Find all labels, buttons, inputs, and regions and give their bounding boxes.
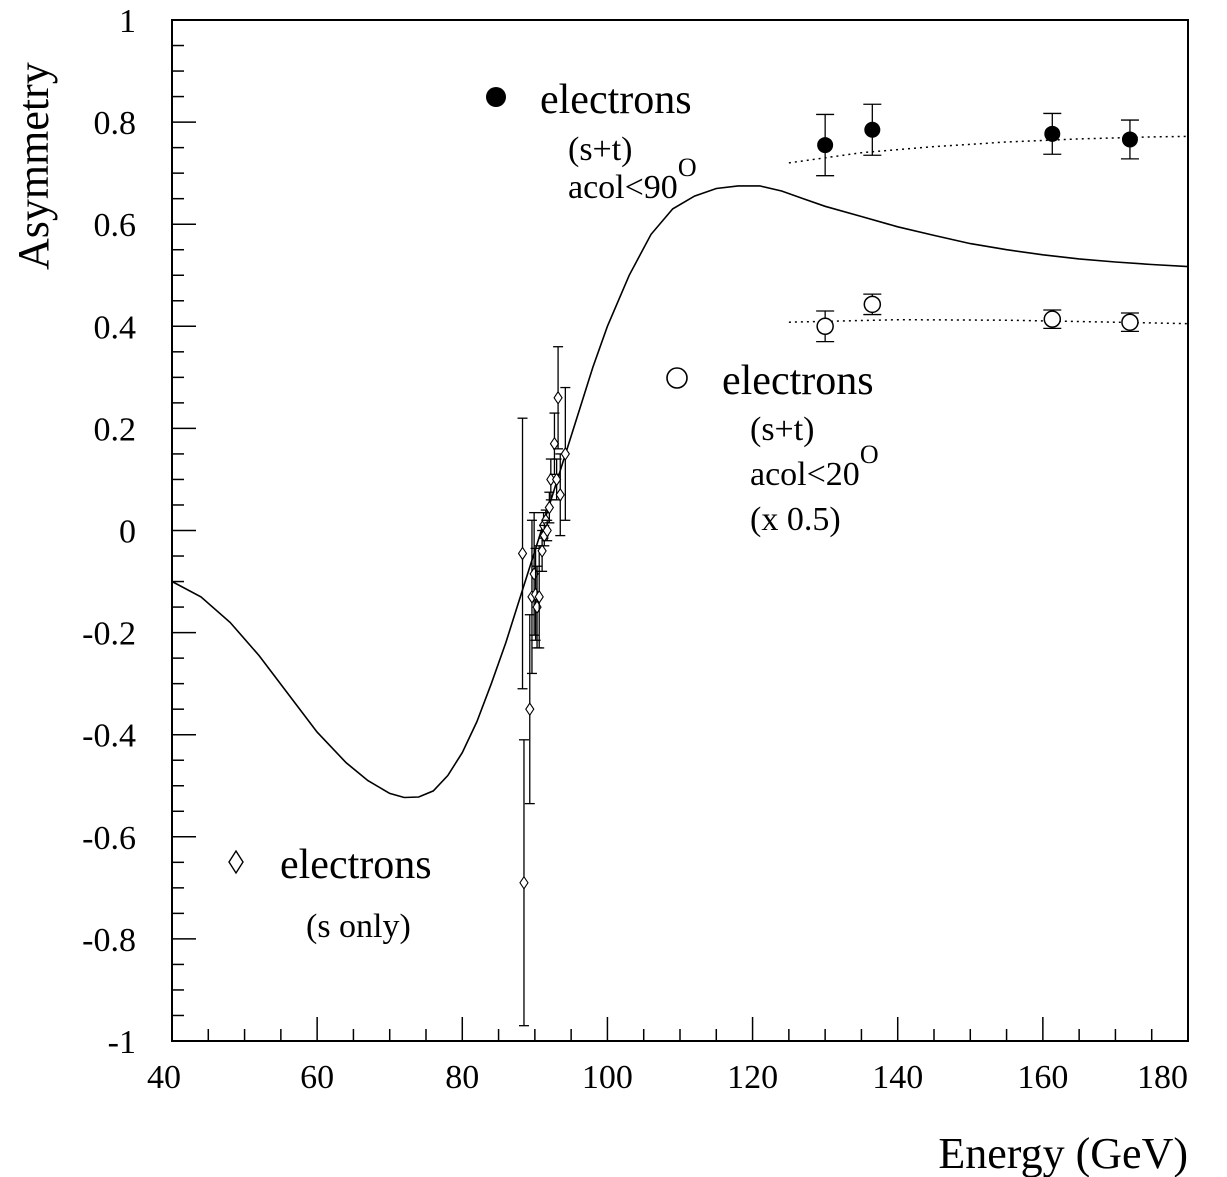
data-point-open-circle (1121, 313, 1139, 331)
curves-layer (171, 135, 1189, 799)
data-point-open-diamond (534, 589, 544, 604)
legend-sub-open-1: acol<20O (750, 440, 879, 493)
x-tick-labels: 40 60 80 100 120 140 160 180 (147, 1059, 1188, 1096)
y-tick-label: -0.8 (82, 922, 136, 959)
x-tick-label: 80 (445, 1059, 479, 1096)
y-tick-label: -0.4 (82, 718, 136, 755)
data-point-open-diamond (544, 500, 555, 515)
legend-sup-filled: O (678, 153, 697, 182)
data-point-open-diamond (549, 436, 560, 451)
legend-marker-filled-circle (486, 87, 506, 107)
data-point-open-diamond (553, 390, 563, 405)
x-tick-label: 100 (582, 1059, 633, 1096)
y-tick-labels: 1 0.8 0.6 0.4 0.2 0 -0.2 -0.4 -0.6 -0.8 -1 (82, 3, 136, 1061)
legend-filled-circle: electrons (s+t) acol<90O (486, 77, 697, 206)
x-tick-label: 40 (147, 1059, 181, 1096)
legend-marker-open-circle (666, 367, 688, 389)
legend-sub-filled-1-text: acol<90 (568, 169, 678, 206)
y-tick-label: 0 (119, 514, 136, 551)
points-layer (517, 103, 1139, 1027)
x-axis-title: Energy (GeV) (938, 1129, 1188, 1177)
data-point-open-diamond (517, 546, 528, 561)
legend-sup-open: O (860, 440, 879, 469)
x-tick-label: 140 (872, 1059, 923, 1096)
data-point-open-diamond (560, 446, 570, 461)
data-point-filled-circle (817, 137, 834, 154)
data-point-open-circle (816, 317, 834, 336)
legend-sub-open-1-text: acol<20 (750, 456, 860, 493)
legend-label-open: electrons (722, 358, 874, 404)
y-axis-title: Asymmetry (9, 62, 58, 270)
fit-curve-dotted (788, 318, 1189, 325)
data-point-open-diamond (551, 472, 562, 487)
y-tick-label: 0.2 (94, 411, 137, 448)
data-point-open-diamond (525, 702, 535, 717)
axis-ticks (171, 19, 1189, 1042)
theory-curve (171, 185, 1189, 799)
x-tick-label: 180 (1137, 1059, 1188, 1096)
legend-sub-diamond-0: (s only) (306, 908, 411, 945)
y-tick-label: 0.4 (94, 309, 137, 346)
data-point-open-circle (863, 295, 882, 314)
legend-sub-open-2: (x 0.5) (750, 501, 841, 538)
legend-label-filled: electrons (540, 77, 692, 123)
legend-marker-open-diamond (228, 849, 244, 875)
legend-sub-filled-0: (s+t) (568, 131, 633, 168)
data-point-filled-circle (864, 121, 881, 138)
legend-sub-filled-1: acol<90O (568, 153, 697, 206)
data-point-filled-circle (1044, 125, 1061, 142)
legend-label-diamond: electrons (280, 842, 432, 888)
data-point-filled-circle (1121, 131, 1138, 148)
legend-open-diamond: electrons (s only) (228, 842, 432, 945)
fit-curve-dotted (788, 135, 1189, 164)
legend-sub-open-0: (s+t) (750, 411, 815, 448)
y-tick-label: -1 (108, 1024, 136, 1061)
data-point-open-diamond (542, 523, 552, 538)
x-tick-label: 60 (300, 1059, 334, 1096)
y-tick-label: -0.6 (82, 820, 136, 857)
data-point-open-diamond (555, 487, 565, 502)
data-point-open-diamond (519, 875, 529, 890)
y-tick-label: 1 (119, 3, 136, 40)
x-tick-label: 120 (727, 1059, 778, 1096)
data-point-open-diamond (537, 543, 547, 558)
x-tick-label: 160 (1017, 1059, 1068, 1096)
y-tick-label: 0.6 (94, 207, 137, 244)
data-point-open-circle (1043, 310, 1062, 328)
y-tick-label: -0.2 (82, 616, 136, 653)
y-tick-label: 0.8 (94, 105, 137, 142)
legend-open-circle: electrons (s+t) acol<20O (x 0.5) (666, 358, 879, 538)
